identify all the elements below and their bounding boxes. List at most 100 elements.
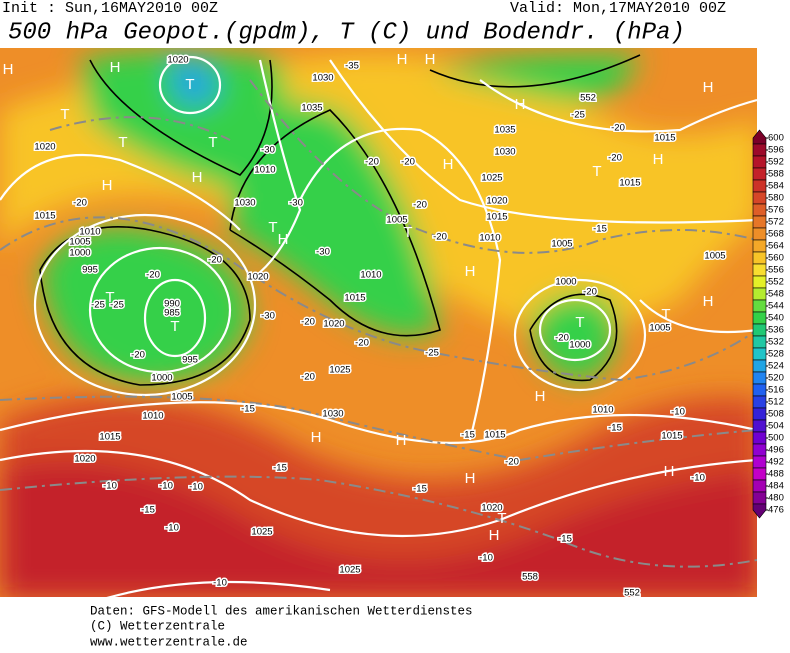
contour-label: 1020 xyxy=(481,503,502,514)
contour-label: 1030 xyxy=(234,198,255,209)
colorbar-label: 560 xyxy=(768,253,784,264)
temperature-lines xyxy=(0,79,757,568)
contour-label: 1025 xyxy=(251,527,272,538)
map-title: 500 hPa Geopot.(gpdm), T (C) und Bodendr… xyxy=(8,19,685,46)
colorbar-label: 540 xyxy=(768,313,784,324)
colorbar-label: 536 xyxy=(768,325,784,336)
colorbar-label: 492 xyxy=(768,457,784,468)
contour-label: 1015 xyxy=(99,432,120,443)
contour-label: -20 xyxy=(355,338,369,349)
pressure-center: T xyxy=(575,314,584,331)
colorbar-label: 516 xyxy=(768,385,784,396)
colorbar-cell xyxy=(752,227,767,241)
contour-label: 1010 xyxy=(79,227,100,238)
pressure-center: H xyxy=(3,61,14,78)
pressure-center: T xyxy=(185,76,194,93)
field-shading xyxy=(0,50,757,597)
colorbar-label: 584 xyxy=(768,181,784,192)
pressure-center: H xyxy=(703,79,714,96)
colorbar-cell xyxy=(752,443,767,457)
pressure-center: H xyxy=(397,51,408,68)
colorbar-cell xyxy=(752,419,767,433)
pressure-center: H xyxy=(311,429,322,446)
colorbar-cell xyxy=(752,491,767,505)
colorbar-cell xyxy=(752,455,767,469)
colorbar-cell xyxy=(752,251,767,265)
contour-label: -10 xyxy=(479,553,493,564)
colorbar-cell xyxy=(752,167,767,181)
contour-label: 1025 xyxy=(481,173,502,184)
contour-label: 990 xyxy=(164,299,180,310)
colorbar-label: 544 xyxy=(768,301,784,312)
contour-label: 1020 xyxy=(247,272,268,283)
contour-label: -15 xyxy=(241,404,255,415)
contour-label: -20 xyxy=(611,123,625,134)
contour-label: -30 xyxy=(316,247,330,258)
contour-label: -25 xyxy=(571,110,585,121)
colorbar-cell xyxy=(752,359,767,373)
contour-label: 1020 xyxy=(323,319,344,330)
contour-label: -20 xyxy=(365,157,379,168)
contour-label: -10 xyxy=(213,578,227,589)
contour-label: -20 xyxy=(73,198,87,209)
pressure-center: T xyxy=(105,289,114,306)
contour-label: 558 xyxy=(522,572,538,583)
contour-label: -25 xyxy=(110,300,124,311)
contour-label: 1020 xyxy=(486,196,507,207)
colorbar-cell xyxy=(752,263,767,277)
colorbar-cell xyxy=(752,143,767,157)
contour-label: -15 xyxy=(558,534,572,545)
pressure-center: H xyxy=(653,151,664,168)
contour-label: 1000 xyxy=(555,277,576,288)
contour-label: 1010 xyxy=(142,411,163,422)
contour-label: -20 xyxy=(401,157,415,168)
colorbar-label: 508 xyxy=(768,409,784,420)
contour-label: 1025 xyxy=(339,565,360,576)
contour-label: -20 xyxy=(505,457,519,468)
colorbar-cell xyxy=(752,311,767,325)
contour-label: 1015 xyxy=(661,431,682,442)
contour-label: -20 xyxy=(555,333,569,344)
colorbar-cell xyxy=(752,179,767,193)
contour-label: 1010 xyxy=(360,270,381,281)
contour-label: 985 xyxy=(164,308,180,319)
colorbar-label: 480 xyxy=(768,493,784,504)
colorbar-label: 524 xyxy=(768,361,784,372)
contour-label: 1005 xyxy=(704,251,725,262)
footer-line: Daten: GFS-Modell des amerikanischen Wet… xyxy=(90,604,473,618)
footer-line: www.wetterzentrale.de xyxy=(90,635,248,648)
contour-label: -20 xyxy=(146,270,160,281)
contour-label: 1020 xyxy=(167,55,188,66)
pressure-center: H xyxy=(664,463,675,480)
contour-label: 1005 xyxy=(649,323,670,334)
pressure-center: T xyxy=(403,224,412,241)
contour-label: -20 xyxy=(608,153,622,164)
colorbar-label: 580 xyxy=(768,193,784,204)
colorbar-cell xyxy=(752,335,767,349)
colorbar-label: 556 xyxy=(768,265,784,276)
contour-label: 1020 xyxy=(74,454,95,465)
colorbar-cell xyxy=(752,479,767,493)
contour-label: -30 xyxy=(261,311,275,322)
colorbar-cell xyxy=(752,215,767,229)
contour-label: 1020 xyxy=(34,142,55,153)
colorbar-cell xyxy=(752,155,767,169)
pressure-center: H xyxy=(535,388,546,405)
colorbar-cell xyxy=(752,287,767,301)
contour-label: -20 xyxy=(208,255,222,266)
contour-label: 1000 xyxy=(569,340,590,351)
pressure-center: T xyxy=(661,306,670,323)
contour-label: 1015 xyxy=(619,178,640,189)
contour-label: -10 xyxy=(165,523,179,534)
contour-label: -10 xyxy=(159,481,173,492)
colorbar-label: 552 xyxy=(768,277,784,288)
contour-label: 1010 xyxy=(479,233,500,244)
pressure-center: H xyxy=(443,156,454,173)
colorbar-label: 592 xyxy=(768,157,784,168)
contour-label: 1005 xyxy=(171,392,192,403)
pressure-center: H xyxy=(110,59,121,76)
contour-label: 1010 xyxy=(592,405,613,416)
contour-label: -20 xyxy=(413,200,427,211)
colorbar-label: 488 xyxy=(768,469,784,480)
